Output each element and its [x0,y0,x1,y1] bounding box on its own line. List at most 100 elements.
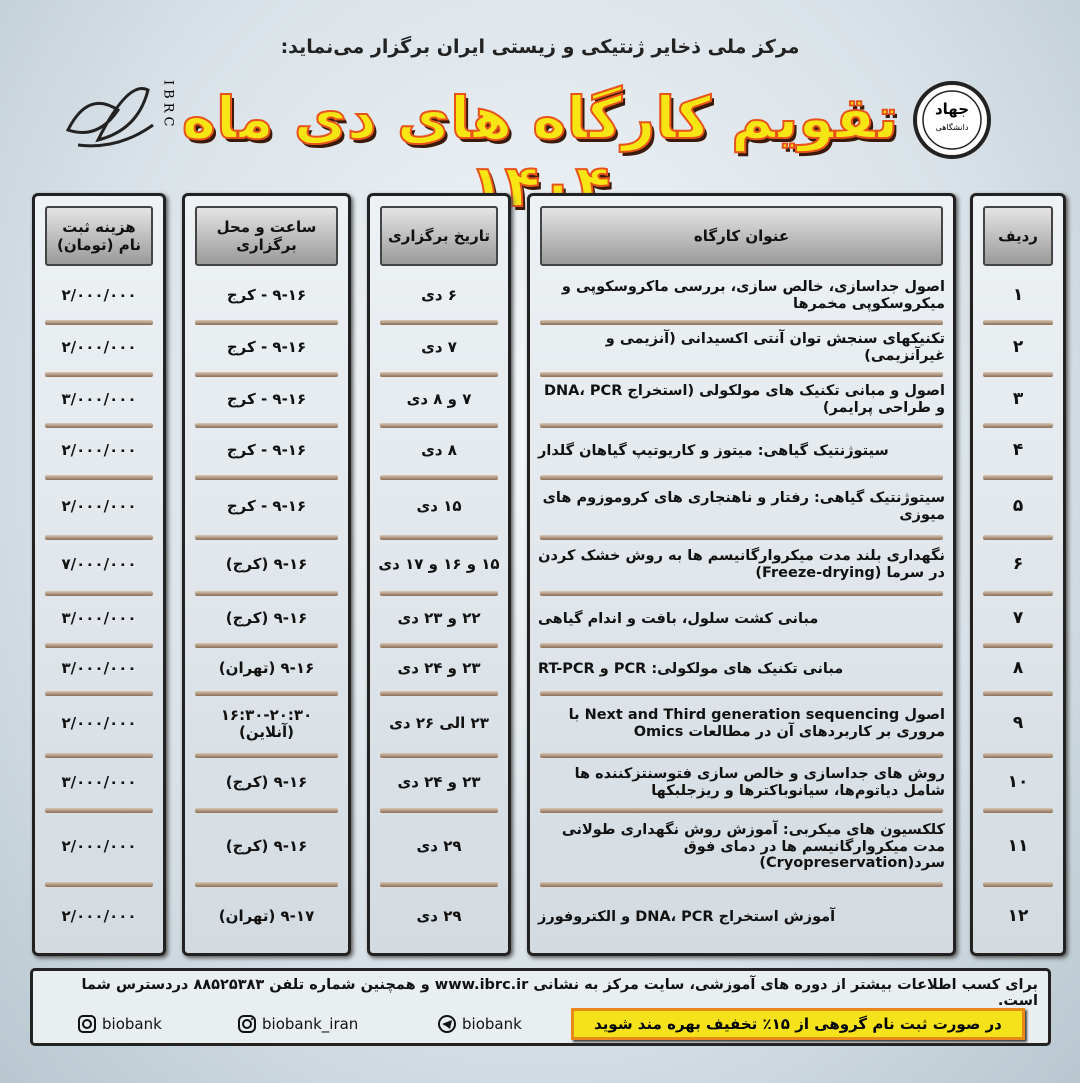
row-separator [195,591,338,596]
table-cell: ۲۳ الی ۲۶ دی [389,714,489,733]
table-cell: سیتوژنتیک گیاهی: رفتار و ناهنجاری های کر… [542,490,945,523]
row-separator [45,372,153,377]
table-cell: ۹-۱۶ (کرج) [225,772,308,791]
table-cell: ۲/۰۰۰/۰۰۰ [61,907,137,926]
row-separator [195,808,338,813]
column: ساعت و محل برگزاری ۹-۱۶ - کرج ۹-۱۶ - کرج ۹-… [182,193,351,956]
footer: برای کسب اطلاعات بیشتر از دوره های آموزش… [30,968,1051,1046]
table-cell: ۱۵ دی [416,497,462,516]
social: biobank_iran [238,1015,358,1033]
row-separator [983,882,1053,887]
table-cell: ۲/۰۰۰/۰۰۰ [61,497,137,516]
table-cell: تکنیکهای سنجش توان آنتی اکسیدانی (آنزیمی… [605,331,945,364]
table-cell: ۹-۱۶ (کرج) [225,837,308,856]
row-separator [983,320,1053,325]
row-separator [45,882,153,887]
column-header: عنوان کارگاه [540,206,943,266]
table-cell: ۹-۱۶ - کرج [226,286,307,305]
social: biobank [78,1015,162,1033]
row-separator [540,320,943,325]
table-cell: ۹-۱۶ (کرج) [225,609,308,628]
table-cell: ۱ [1012,285,1024,306]
row-separator [540,753,943,758]
row-separator [540,423,943,428]
row-separator [380,753,498,758]
row-separator [983,475,1053,480]
row-separator [983,753,1053,758]
table-cell: ۳/۰۰۰/۰۰۰ [61,609,137,628]
table-cell: ۴ [1012,440,1024,461]
table-cell: ۹-۱۶ - کرج [226,441,307,460]
table-cell: ۲/۰۰۰/۰۰۰ [61,441,137,460]
ibrc-logo: IBRC [65,80,176,148]
row-separator [983,808,1053,813]
table-cell: ۹-۱۶ (کرج) [225,555,308,574]
column: عنوان کارگاه اصول جداسازی، خالص سازی، برر… [527,193,956,956]
table-cell: ۹ [1012,713,1024,734]
row-separator [540,691,943,696]
row-separator [380,808,498,813]
table-cell: ۱۶:۳۰-۲۰:۳۰ (آنلاین) [220,705,313,741]
column-header: ساعت و محل برگزاری [195,206,338,266]
table-cell: مبانی تکنیک های مولکولی: PCR و RT-PCR [538,660,844,677]
row-separator [380,882,498,887]
row-separator [983,372,1053,377]
table-cell: ۲/۰۰۰/۰۰۰ [61,286,137,305]
column-header: ردیف [983,206,1053,266]
table-cell: ۲۹ دی [416,907,462,926]
table-cell: آموزش استخراج DNA، PCR و الکتروفورز [538,908,836,925]
column: تاریخ برگزاری ۶ دی ۷ دی ۷ و ۸ دی ۸ دی ۱۵ دی ۱۵… [367,193,511,956]
row-separator [540,808,943,813]
row-separator [195,753,338,758]
table-cell: ۸ دی [421,441,457,460]
table-cell: ۲/۰۰۰/۰۰۰ [61,338,137,357]
table-cell: ۳ [1012,388,1024,409]
row-separator [45,808,153,813]
subtitle: مرکز ملی ذخایر ژنتیکی و زیستی ایران برگز… [280,36,800,58]
row-separator [195,691,338,696]
jahad-logo: جهاد دانشگاهی [913,81,991,159]
row-separator [45,691,153,696]
table-cell: کلکسیون های میکربی: آموزش روش نگهداری طو… [561,821,945,872]
table-cell: ۱۵ و ۱۶ و ۱۷ دی [378,555,500,574]
row-separator [380,691,498,696]
table-cell: ۹-۱۶ (تهران) [218,659,315,678]
row-separator [983,535,1053,540]
row-separator [983,591,1053,596]
logo-text: جهاد [935,100,969,118]
icon [78,1015,96,1033]
icon [238,1015,256,1033]
row-separator [983,423,1053,428]
icon [438,1015,456,1033]
table-cell: ۱۰ [1007,771,1029,792]
table-cell: ۲ [1012,337,1024,358]
column: هزینه ثبت نام (تومان) ۲/۰۰۰/۰۰۰ ۲/۰۰۰/۰۰۰ ۳… [32,193,166,956]
row-separator [45,753,153,758]
column: ردیف ۱ ۲ ۳ ۴ ۵ ۶ ۷ ۸ ۹ ۱۰ ۱۱ ۱۲ [970,193,1066,956]
table-cell: ۷ دی [421,338,457,357]
row-separator [380,475,498,480]
social-handle[interactable]: biobank [462,1015,522,1033]
table-cell: ۱۱ [1007,836,1029,857]
row-separator [380,372,498,377]
table-cell: ۳/۰۰۰/۰۰۰ [61,659,137,678]
logo-text: IBRC [161,80,176,130]
social-handle[interactable]: biobank_iran [262,1015,359,1033]
row-separator [380,320,498,325]
column-header: هزینه ثبت نام (تومان) [45,206,153,266]
table-cell: اصول Next and Third generation sequencin… [568,707,945,740]
row-separator [195,423,338,428]
table-cell: ۹-۱۶ - کرج [226,389,307,408]
row-separator [45,643,153,648]
table-cell: ۶ دی [421,286,457,305]
table-cell: سیتوژنتیک گیاهی: میتوز و کاریوتیپ گیاهان… [538,442,889,459]
social-handle[interactable]: biobank [102,1015,162,1033]
table-cell: ۲۳ و ۲۴ دی [397,659,481,678]
row-separator [983,643,1053,648]
row-separator [195,643,338,648]
discount-note: در صورت ثبت نام گروهی از ۱۵٪ تخفیف بهره … [571,1008,1025,1040]
info-text: برای کسب اطلاعات بیشتر از دوره های آموزش… [81,977,1038,1009]
table-cell: ۲۲ و ۲۳ دی [397,609,481,628]
row-separator [195,320,338,325]
